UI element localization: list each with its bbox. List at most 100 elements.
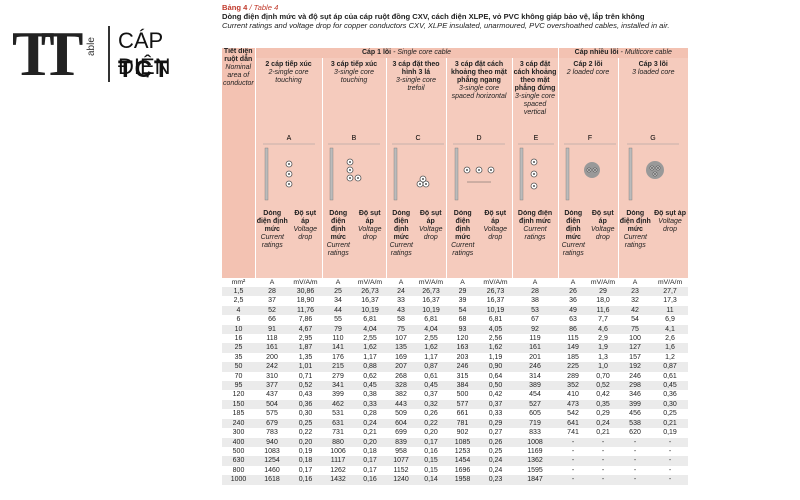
diagram-cell: F <box>557 130 619 210</box>
value-cell: 1454 <box>446 456 479 466</box>
value-cell: 341 <box>322 381 354 391</box>
value-cell: 67 <box>531 316 539 324</box>
value-cell: 23 <box>618 287 653 297</box>
column-title: 3 cáp đặt theo hình 3 lá 3-single core tr… <box>385 58 446 130</box>
value-cell: 0,35 <box>588 399 619 410</box>
value-cell: 1,2 <box>665 353 675 361</box>
value-cell: 192 <box>618 362 653 372</box>
value-cell: 0,22 <box>298 429 313 437</box>
brand-bottom: TCT <box>118 56 171 83</box>
data-row: 1000 1618 0,16 1432 0,16 1240 0,14 1958 0,23 1847… <box>222 475 689 485</box>
unit: A <box>322 278 354 287</box>
value-cell: - <box>571 466 575 474</box>
size-cell: 35 <box>234 353 243 361</box>
size-cell: 240 <box>222 418 255 429</box>
size-cell: 185 <box>232 410 245 418</box>
data-row: 6 66 7,86 55 6,81 58 6,81 68 6,81 67 63 7,7 54 6,9 <box>222 315 688 324</box>
data-row: 16 118 2,95 110 2,55 107 2,55 120 2,56 119 115 2,9 1… <box>222 334 688 343</box>
value-cell: 75 <box>618 324 653 335</box>
value-cell: 504 <box>255 399 289 410</box>
value-cell: 940 <box>255 437 289 447</box>
value-cell: 0,26 <box>479 437 512 447</box>
value-cell: 100 <box>629 335 641 343</box>
data-row: 50 242 1,01 215 0,88 207 0,87 246 0,90 246 225 1,0 1… <box>222 362 689 372</box>
data-row: 70 310 0,71 279 0,62 268 0,61 315 0,64 314 289 0,70… <box>222 372 688 381</box>
header-vi: 3 cáp đặt cách khoảng theo mặt phẳng đứn… <box>513 61 557 92</box>
data-row: 630 1254 0,18 1117 0,17 1077 0,15 1454 0,24 1362-… <box>222 456 689 466</box>
value-cell: 346 <box>629 391 641 399</box>
wall <box>454 147 459 201</box>
logo-mark: TT <box>12 18 83 89</box>
value-cell: - <box>558 456 589 466</box>
value-cell: 27,7 <box>652 287 689 297</box>
value-cell: 44 <box>322 305 354 316</box>
value-cell: 7,7 <box>598 316 608 324</box>
value-cell: 246 <box>512 362 559 372</box>
data-row: 2,5 37 18,90 34 16,37 33 16,37 39 16,37 38 36 18,0 3… <box>222 296 688 305</box>
value-cell: 2,9 <box>598 335 608 343</box>
size-cell: 4 <box>222 305 255 316</box>
value-cell: 1077 <box>386 456 416 466</box>
value-cell: 0,52 <box>588 381 619 391</box>
title-vi: Dòng điện định mức và độ sụt áp của cáp … <box>222 12 645 21</box>
value-cell: 18,0 <box>596 297 610 305</box>
value-cell: 0,22 <box>416 418 446 429</box>
value-cell: 1460 <box>264 466 280 474</box>
table-body: 1,5 28 30,86 25 26,73 24 26,73 29 26,73 28 26 29 23 2… <box>222 287 689 485</box>
value-cell: 163 <box>446 343 479 353</box>
diagram-cell: E <box>511 130 559 210</box>
value-cell: 92 <box>512 324 559 335</box>
size-cell: 1,5 <box>222 287 255 297</box>
rating-header: Dòng điện định mức Current ratings <box>511 210 559 278</box>
value-cell: 11 <box>652 305 689 316</box>
unit: mV/A/m <box>354 278 386 287</box>
header-en: 2-single core touching <box>268 69 309 84</box>
value-cell: 399 <box>332 391 344 399</box>
value-cell: 1169 <box>527 447 543 455</box>
value-cell: 66 <box>268 316 276 324</box>
cable-core <box>287 173 290 175</box>
value-cell: 157 <box>629 353 641 361</box>
size-cell: 1000 <box>222 475 255 485</box>
value-cell: 0,29 <box>479 418 512 429</box>
unit: A <box>512 278 559 287</box>
value-cell: - <box>668 447 672 455</box>
value-cell: 0,17 <box>354 456 386 466</box>
value-cell: 1,6 <box>652 343 689 353</box>
value-cell: 91 <box>255 324 289 335</box>
value-cell: 575 <box>266 410 278 418</box>
column-title: Cáp 3 lõi 3 loaded core <box>617 58 689 130</box>
header-en: Current ratings <box>260 234 284 249</box>
value-cell: 26,73 <box>479 287 512 297</box>
value-cell: - <box>618 437 653 447</box>
value-cell: 679 <box>255 418 289 429</box>
value-cell: 328 <box>386 381 416 391</box>
value-cell: 0,26 <box>424 410 438 418</box>
data-row: 25 161 1,87 141 1,62 135 1,62 163 1,62 161 149 1,9 1… <box>222 343 689 353</box>
value-cell: 0,61 <box>663 372 677 380</box>
value-cell: 781 <box>446 418 479 429</box>
rating-header: Dòng điện định mức Current ratings <box>445 210 479 278</box>
data-row: 240 679 0,25 631 0,24 604 0,22 781 0,29 719 641 0,2… <box>222 418 689 429</box>
header-en: Current ratings <box>389 242 413 257</box>
unit: mm² <box>222 278 255 287</box>
header-en: Current ratings <box>326 242 350 257</box>
value-cell: 17,3 <box>663 297 677 305</box>
value-cell: 0,24 <box>488 466 503 474</box>
value-cell: 0,50 <box>479 381 512 391</box>
header-en: Current ratings <box>623 234 647 249</box>
size-cell: 25 <box>222 343 255 353</box>
subheader-row: Dòng điện định mức Current ratings Độ sụt … <box>222 210 689 278</box>
value-cell: 1,17 <box>424 353 438 361</box>
value-cell: 16,37 <box>361 297 379 305</box>
value-cell: 0,28 <box>363 410 377 418</box>
value-cell: 10,19 <box>479 305 512 316</box>
diagram-letter: E <box>533 135 538 142</box>
value-cell: 1618 <box>255 475 289 485</box>
value-cell: - <box>588 475 619 485</box>
value-cell: 1008 <box>512 437 559 447</box>
value-cell: 289 <box>567 372 579 380</box>
value-cell: - <box>558 475 589 485</box>
data-row: 1,5 28 30,86 25 26,73 24 26,73 29 26,73 28 26 29 23 2… <box>222 287 689 297</box>
value-cell: 1,19 <box>488 353 503 361</box>
